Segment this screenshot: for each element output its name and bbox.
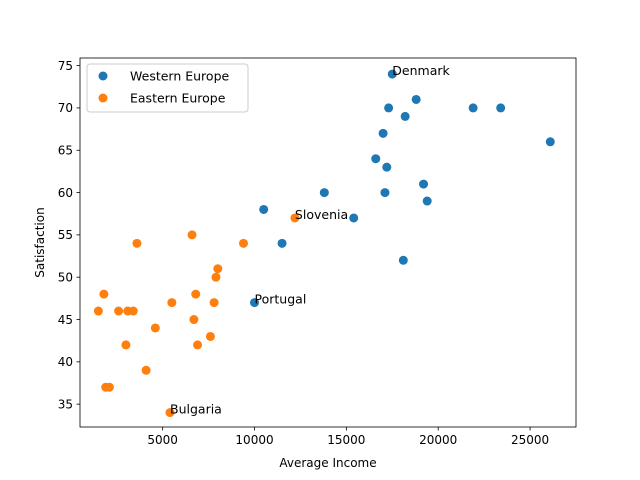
data-point [187, 230, 197, 240]
data-point [132, 238, 142, 248]
data-point [468, 103, 478, 113]
point-annotation: Portugal [255, 292, 307, 307]
data-point [205, 331, 215, 341]
data-point [380, 188, 390, 198]
data-point [209, 298, 219, 308]
data-point [239, 238, 248, 248]
y-tick-label: 50 [58, 270, 73, 284]
data-point [398, 255, 408, 265]
data-point [290, 213, 300, 223]
y-tick-label: 60 [58, 186, 73, 200]
data-point [419, 179, 429, 189]
data-point [371, 154, 381, 164]
x-tick-label: 10000 [235, 433, 273, 447]
data-point [382, 162, 392, 172]
data-point [349, 213, 359, 223]
y-tick-label: 40 [58, 355, 73, 369]
data-point [104, 382, 114, 392]
data-point [250, 298, 260, 308]
point-annotation: Denmark [392, 63, 450, 78]
x-tick-label: 5000 [147, 433, 178, 447]
data-point [121, 340, 131, 350]
data-point [165, 408, 175, 418]
y-tick-label: 55 [58, 228, 73, 242]
y-tick-label: 45 [58, 313, 73, 327]
data-point [128, 306, 138, 316]
y-tick-label: 70 [58, 101, 73, 115]
points-layer [93, 69, 555, 418]
data-point [496, 103, 506, 113]
data-point [141, 365, 151, 375]
legend-marker [98, 71, 108, 81]
data-point [189, 315, 199, 325]
legend-items: Western Europe Eastern Europe [98, 69, 230, 106]
y-axis-ticks: 35 40 45 50 55 60 65 70 75 [58, 59, 80, 411]
data-point [93, 306, 103, 316]
y-tick-label: 75 [58, 59, 73, 73]
data-point [387, 69, 397, 79]
annotations-layer: Denmark Slovenia Portugal Bulgaria [170, 63, 451, 417]
data-point [422, 196, 432, 206]
x-axis-label: Average Income [279, 456, 376, 470]
point-annotation: Slovenia [295, 207, 348, 222]
legend-marker [98, 93, 108, 103]
data-point [193, 340, 203, 350]
data-point [400, 111, 410, 121]
y-tick-label: 35 [58, 397, 73, 411]
data-point [384, 103, 394, 113]
data-point [211, 272, 221, 282]
data-point [277, 238, 287, 248]
data-point [411, 94, 421, 104]
x-tick-label: 20000 [419, 433, 457, 447]
point-annotation: Bulgaria [170, 402, 222, 417]
data-point [213, 264, 223, 274]
y-axis-label: Satisfaction [33, 207, 47, 277]
legend: Western Europe Eastern Europe [86, 63, 249, 113]
x-tick-label: 25000 [511, 433, 549, 447]
x-tick-label: 15000 [327, 433, 365, 447]
x-axis-ticks: 5000 10000 15000 20000 25000 [147, 427, 549, 447]
legend-box [86, 63, 249, 113]
data-point [150, 323, 160, 333]
data-point [545, 137, 555, 147]
data-point [259, 204, 269, 214]
y-tick-label: 65 [58, 144, 73, 158]
data-point [378, 128, 388, 138]
legend-label: Western Europe [130, 69, 230, 84]
data-point [191, 289, 201, 299]
plot-frame [79, 57, 577, 428]
data-point [114, 306, 124, 316]
data-point [99, 289, 109, 299]
legend-label: Eastern Europe [130, 91, 226, 106]
data-point [319, 188, 329, 198]
data-point [167, 298, 177, 308]
